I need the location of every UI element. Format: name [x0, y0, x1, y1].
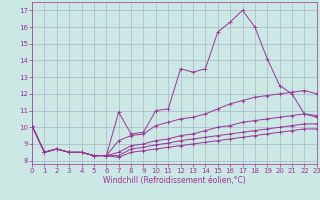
X-axis label: Windchill (Refroidissement éolien,°C): Windchill (Refroidissement éolien,°C): [103, 176, 246, 185]
